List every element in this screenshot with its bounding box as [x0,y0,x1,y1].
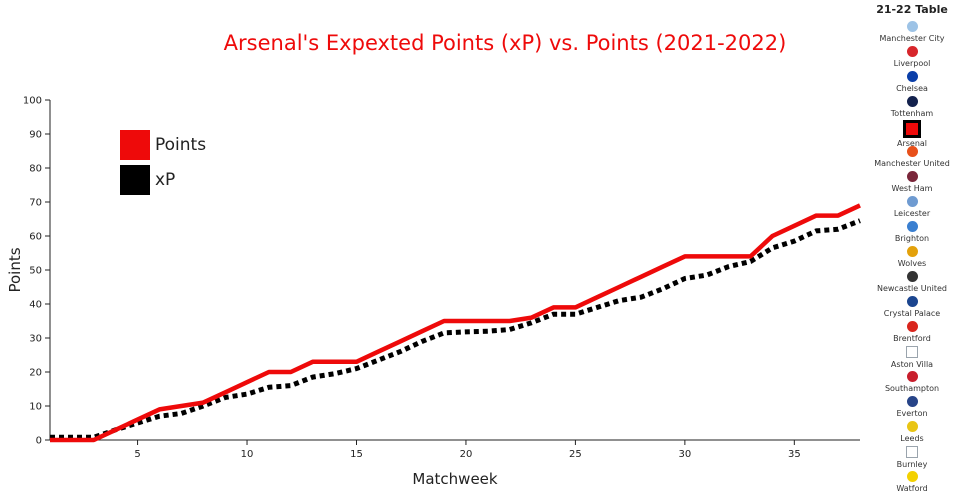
y-tick-label: 10 [29,402,42,413]
team-name: Tottenham [890,109,934,118]
team-crest-icon[interactable] [906,46,918,57]
axes: 0 10 20 30 40 50 60 70 80 90 100 5 10 15 20 25 30 35 [23,96,860,460]
legend-swatch-points [120,130,150,160]
y-tick-label: 100 [23,96,42,107]
team-name: Crystal Palace [883,309,941,318]
team-crest-icon[interactable] [906,171,918,182]
y-tick-label: 50 [29,266,42,277]
y-tick-label: 90 [29,130,42,141]
team-crest-icon[interactable] [906,346,918,358]
team-crest-icon[interactable] [903,120,921,138]
team-brentford[interactable]: Brentford [868,321,956,346]
team-name: Newcastle United [876,284,948,293]
league-table-sidebar: 21-22 Table Manchester City Liverpool Chel… [868,0,956,500]
team-manchester-city[interactable]: Manchester City [868,21,956,46]
team-everton[interactable]: Everton [868,396,956,421]
team-crest-icon[interactable] [906,321,918,332]
team-crest-icon[interactable] [906,396,918,407]
team-name: Brentford [893,334,931,343]
team-name: West Ham [891,184,933,193]
team-newcastle-united[interactable]: Newcastle United [868,271,956,296]
team-name: Watford [896,484,928,493]
series-line-xp [50,218,861,440]
team-crest-icon[interactable] [906,421,918,432]
x-tick-label: 35 [788,449,801,460]
team-crest-icon[interactable] [906,296,918,307]
x-tick-label: 10 [241,449,254,460]
team-name: Arsenal [896,139,928,148]
team-crest-icon[interactable] [906,446,918,458]
legend-label-xp: xP [155,170,175,190]
team-name: Brighton [894,234,930,243]
team-name: Manchester City [879,34,945,43]
team-tottenham[interactable]: Tottenham [868,96,956,121]
team-crest-icon[interactable] [906,146,918,157]
team-southampton[interactable]: Southampton [868,371,956,396]
y-tick-label: 20 [29,368,42,379]
team-crest-icon[interactable] [906,271,918,282]
team-crest-icon[interactable] [906,246,918,257]
y-axis-title: Points [6,247,24,292]
series-line-points [50,203,861,443]
team-crest-icon[interactable] [906,196,918,207]
team-leicester[interactable]: Leicester [868,196,956,221]
team-name: Burnley [896,460,928,469]
x-tick-label: 20 [460,449,473,460]
team-name: Wolves [897,259,927,268]
x-tick-label: 15 [350,449,363,460]
chart-title: Arsenal's Expexted Points (xP) vs. Point… [224,31,787,55]
team-manchester-united[interactable]: Manchester United [868,146,956,171]
y-tick-label: 0 [36,436,42,447]
y-tick-label: 60 [29,232,42,243]
team-crest-icon[interactable] [906,71,918,82]
y-tick-label: 80 [29,164,42,175]
team-crest-icon[interactable] [906,471,918,482]
team-name: Southampton [884,384,940,393]
team-name: Manchester United [874,159,950,168]
team-name: Liverpool [893,59,931,68]
chart: Arsenal's Expexted Points (xP) vs. Point… [6,31,861,488]
legend: Points xP [120,130,206,195]
team-name: Chelsea [896,84,928,93]
team-west-ham[interactable]: West Ham [868,171,956,196]
team-crest-icon[interactable] [906,371,918,382]
team-crest-icon[interactable] [906,96,918,107]
x-axis-title: Matchweek [412,470,497,488]
team-watford[interactable]: Watford [868,471,956,496]
league-table-title: 21-22 Table [876,3,948,16]
y-tick-label: 70 [29,198,42,209]
team-name: Aston Villa [890,360,934,369]
x-tick-label: 25 [569,449,582,460]
team-arsenal[interactable]: Arsenal [868,120,956,148]
team-wolves[interactable]: Wolves [868,246,956,271]
team-name: Everton [896,409,928,418]
team-name: Leicester [893,209,931,218]
y-tick-label: 40 [29,300,42,311]
x-tick-label: 30 [678,449,691,460]
team-brighton[interactable]: Brighton [868,221,956,246]
y-tick-label: 30 [29,334,42,345]
x-tick-label: 5 [134,449,140,460]
series-layer [50,203,861,443]
team-list: Manchester City Liverpool Chelsea Tottenham… [868,21,956,496]
team-name: Leeds [900,434,924,443]
legend-swatch-xp [120,165,150,195]
legend-label-points: Points [155,135,206,155]
team-burnley[interactable]: Burnley [868,446,956,471]
team-chelsea[interactable]: Chelsea [868,71,956,96]
team-liverpool[interactable]: Liverpool [868,46,956,71]
team-crystal-palace[interactable]: Crystal Palace [868,296,956,321]
team-leeds[interactable]: Leeds [868,421,956,446]
team-crest-icon[interactable] [906,221,918,232]
team-crest-icon[interactable] [906,21,918,32]
team-aston-villa[interactable]: Aston Villa [868,346,956,371]
